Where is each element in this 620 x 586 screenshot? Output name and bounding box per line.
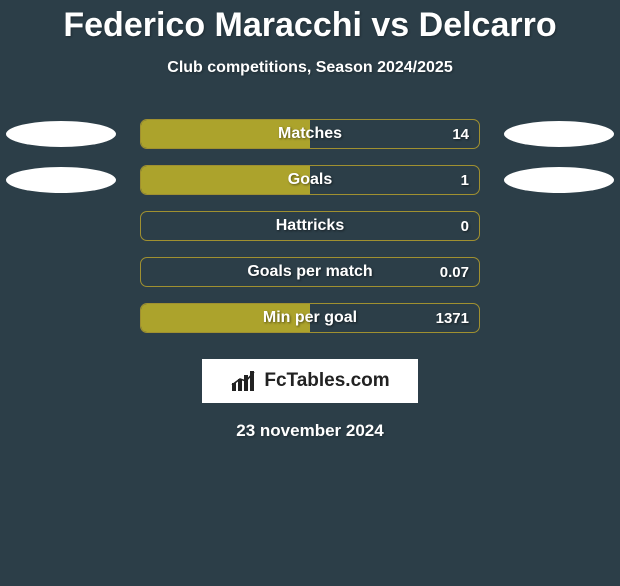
stat-bar: Min per goal1371	[140, 303, 480, 333]
stat-bar: Matches14	[140, 119, 480, 149]
stat-value: 1371	[436, 304, 469, 332]
stat-value: 0	[461, 212, 469, 240]
stat-label: Min per goal	[141, 304, 479, 332]
ellipse-left	[6, 167, 116, 193]
stat-bar: Goals1	[140, 165, 480, 195]
logo-box: FcTables.com	[202, 359, 418, 403]
logo-text: FcTables.com	[264, 370, 389, 392]
stats-rows: Matches14 Goals1 Hattricks0 Goals per match…	[0, 111, 620, 341]
stat-bar: Hattricks0	[140, 211, 480, 241]
fctables-chart-icon	[230, 369, 258, 393]
stat-row: Goals per match0.07	[0, 249, 620, 295]
ellipse-right	[504, 121, 614, 147]
stat-value: 0.07	[440, 258, 469, 286]
stat-row: Matches14	[0, 111, 620, 157]
stat-label: Goals	[141, 166, 479, 194]
stat-label: Matches	[141, 120, 479, 148]
stat-row: Goals1	[0, 157, 620, 203]
page-title: Federico Maracchi vs Delcarro	[0, 6, 620, 45]
stat-row: Hattricks0	[0, 203, 620, 249]
stat-label: Goals per match	[141, 258, 479, 286]
page-subtitle: Club competitions, Season 2024/2025	[0, 59, 620, 77]
ellipse-left	[6, 121, 116, 147]
stat-label: Hattricks	[141, 212, 479, 240]
date-text: 23 november 2024	[0, 421, 620, 441]
stat-bar: Goals per match0.07	[140, 257, 480, 287]
stat-value: 1	[461, 166, 469, 194]
stat-value: 14	[452, 120, 469, 148]
ellipse-right	[504, 167, 614, 193]
stat-row: Min per goal1371	[0, 295, 620, 341]
